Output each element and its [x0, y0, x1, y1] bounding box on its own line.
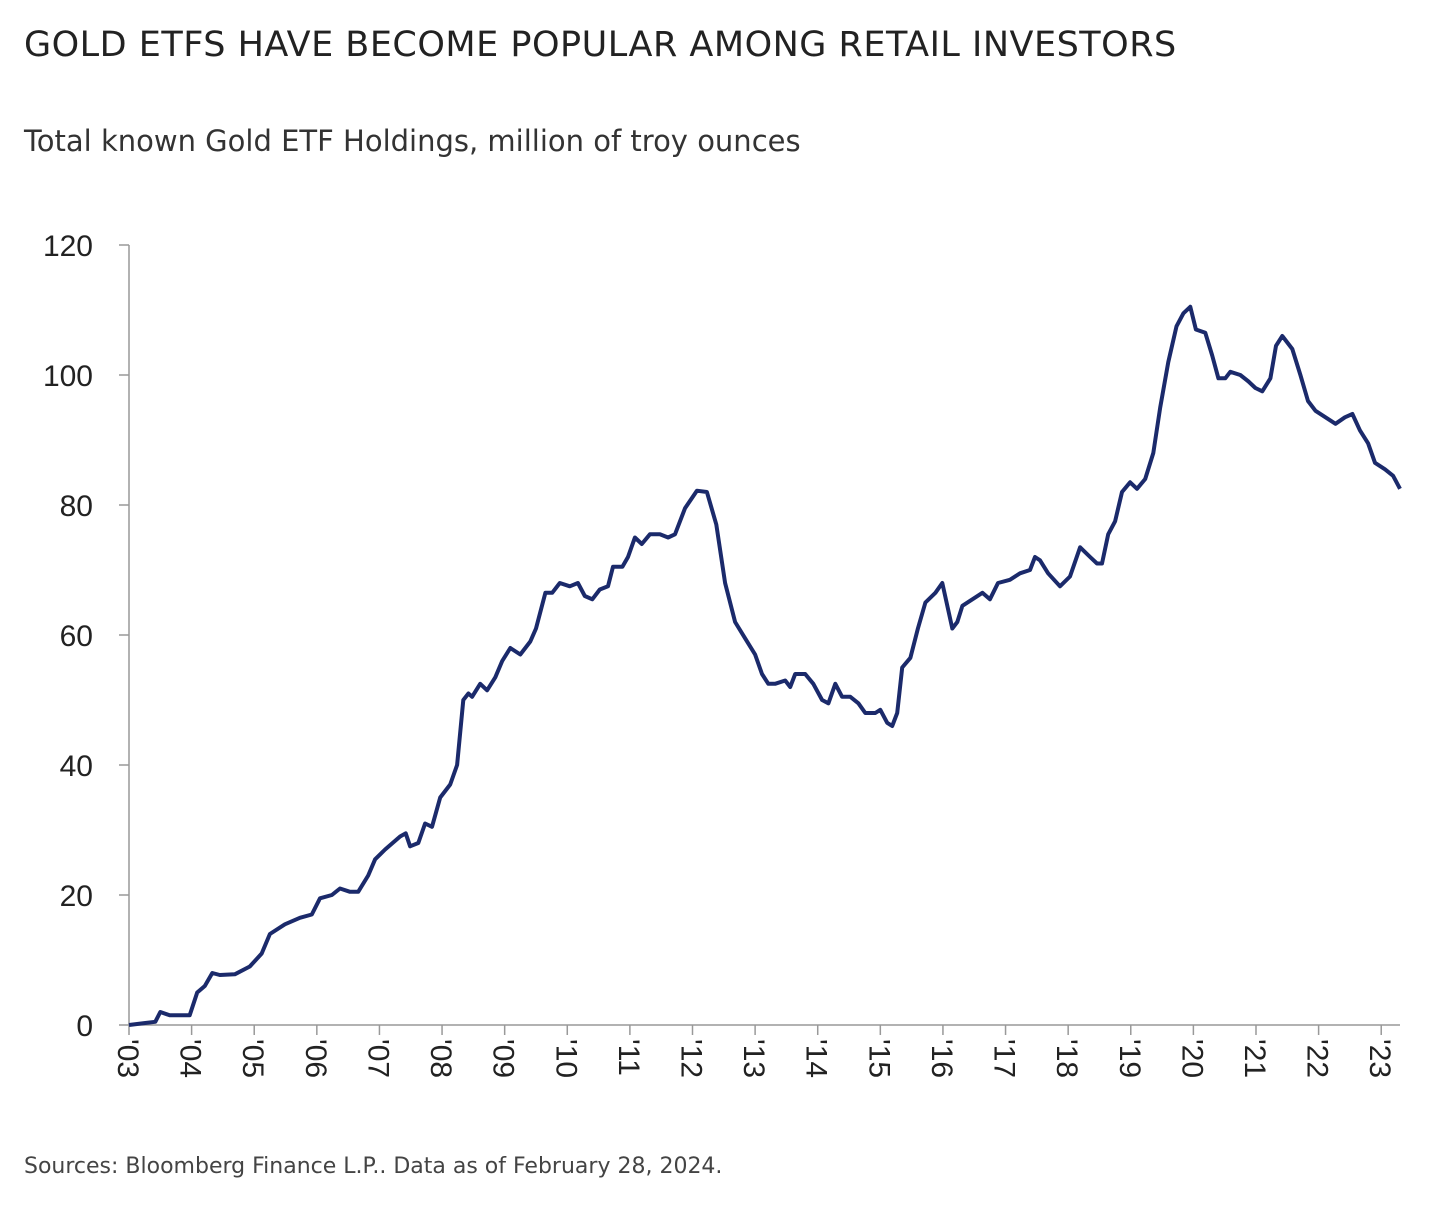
x-tick-label: '19	[1113, 1039, 1146, 1078]
y-tick-label: 20	[60, 880, 93, 913]
x-tick-label: '13	[737, 1039, 770, 1078]
x-tick-label: '09	[487, 1039, 520, 1078]
x-tick-label: '15	[862, 1039, 895, 1078]
x-tick-label: '08	[424, 1039, 457, 1078]
y-tick-label: 40	[60, 750, 93, 783]
data-line	[128, 304, 1402, 1027]
x-tick-label: '05	[236, 1039, 269, 1078]
x-tick-label: '23	[1363, 1039, 1396, 1078]
x-tick-label: '16	[925, 1039, 958, 1078]
x-tick-label: '06	[299, 1039, 332, 1078]
x-tick-label: '22	[1301, 1039, 1334, 1078]
x-tick-label: '10	[549, 1039, 582, 1078]
x-tick-label: '04	[174, 1039, 207, 1078]
x-tick-label: '17	[988, 1039, 1021, 1078]
x-tick-label: '20	[1175, 1039, 1208, 1078]
x-tick-label: '18	[1050, 1039, 1083, 1078]
x-tick-label: '03	[111, 1039, 144, 1078]
chart-subtitle: Total known Gold ETF Holdings, million o…	[23, 124, 801, 158]
source-note: Sources: Bloomberg Finance L.P.. Data as…	[24, 1154, 722, 1179]
x-tick-label: '12	[674, 1039, 707, 1078]
y-tick-label: 100	[43, 360, 93, 393]
x-tick-label: '11	[612, 1039, 645, 1076]
x-tick-label: '14	[800, 1039, 833, 1078]
x-tick-label: '07	[361, 1039, 394, 1078]
y-tick-label: 80	[60, 490, 93, 523]
chart-title: GOLD ETFS HAVE BECOME POPULAR AMONG RETA…	[24, 25, 1177, 65]
y-tick-label: 60	[60, 620, 93, 653]
y-tick-label: 120	[43, 230, 93, 263]
y-tick-label: 0	[76, 1010, 93, 1043]
x-tick-label: '21	[1238, 1039, 1271, 1078]
